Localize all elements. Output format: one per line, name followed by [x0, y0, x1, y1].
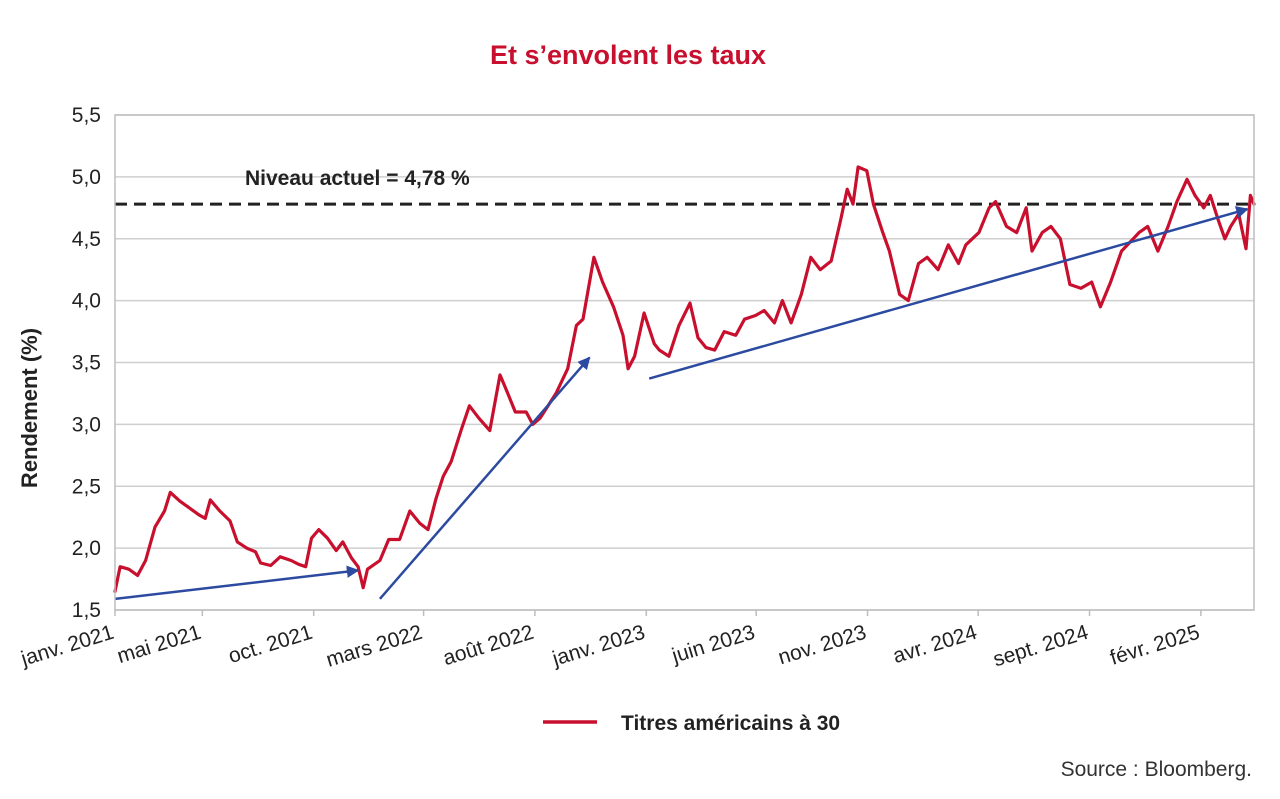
y-tick-label: 4,0 — [72, 290, 101, 313]
trend-arrows — [114, 206, 1249, 601]
x-tick-label: oct. 2021 — [226, 621, 315, 668]
x-tick-label: févr. 2025 — [1107, 621, 1202, 670]
plot-frame — [114, 114, 1255, 611]
x-tick-label: janv. 2023 — [549, 621, 648, 671]
legend-label: Titres américains à 30 — [621, 712, 840, 735]
series-line-0 — [113, 165, 1256, 593]
x-tick-label: août 2022 — [440, 621, 536, 670]
y-axis-label: Rendement (%) — [17, 328, 42, 488]
x-tick-label: mars 2022 — [323, 621, 425, 672]
x-tick-label: mai 2021 — [114, 621, 203, 668]
series-group — [113, 165, 1256, 593]
trend-arrow-2 — [378, 356, 591, 600]
x-tick-label: sept. 2024 — [990, 621, 1091, 672]
y-tick-label: 1,5 — [72, 599, 101, 622]
x-tick-label: nov. 2023 — [776, 621, 869, 670]
y-tick-label: 4,5 — [72, 228, 101, 251]
y-tick-label: 2,0 — [72, 537, 101, 560]
x-tick-label: juin 2023 — [668, 621, 757, 668]
y-tick-label: 5,5 — [72, 104, 101, 127]
y-tick-label: 2,5 — [72, 475, 101, 498]
y-tick-label: 5,0 — [72, 166, 101, 189]
trend-arrow-1 — [114, 565, 360, 601]
x-tick-label: janv. 2021 — [18, 621, 117, 671]
x-tick-label: avr. 2024 — [890, 621, 980, 668]
chart-title: Et s’envolent les taux — [490, 40, 766, 70]
reference-line-label: Niveau actuel = 4,78 % — [245, 167, 470, 190]
trend-arrow-3 — [648, 206, 1249, 380]
reference-line-group: Niveau actuel = 4,78 % — [115, 167, 1254, 206]
y-tick-label: 3,5 — [72, 352, 101, 375]
y-tick-label: 3,0 — [72, 413, 101, 436]
source-note: Source : Bloomberg. — [1061, 758, 1252, 781]
y-tick-labels: 1,5 2,0 2,5 3,0 3,5 4,0 4,5 5,0 5,5 — [72, 104, 101, 622]
plot-border — [114, 114, 1255, 611]
legend: Titres américains à 30 — [543, 712, 840, 735]
